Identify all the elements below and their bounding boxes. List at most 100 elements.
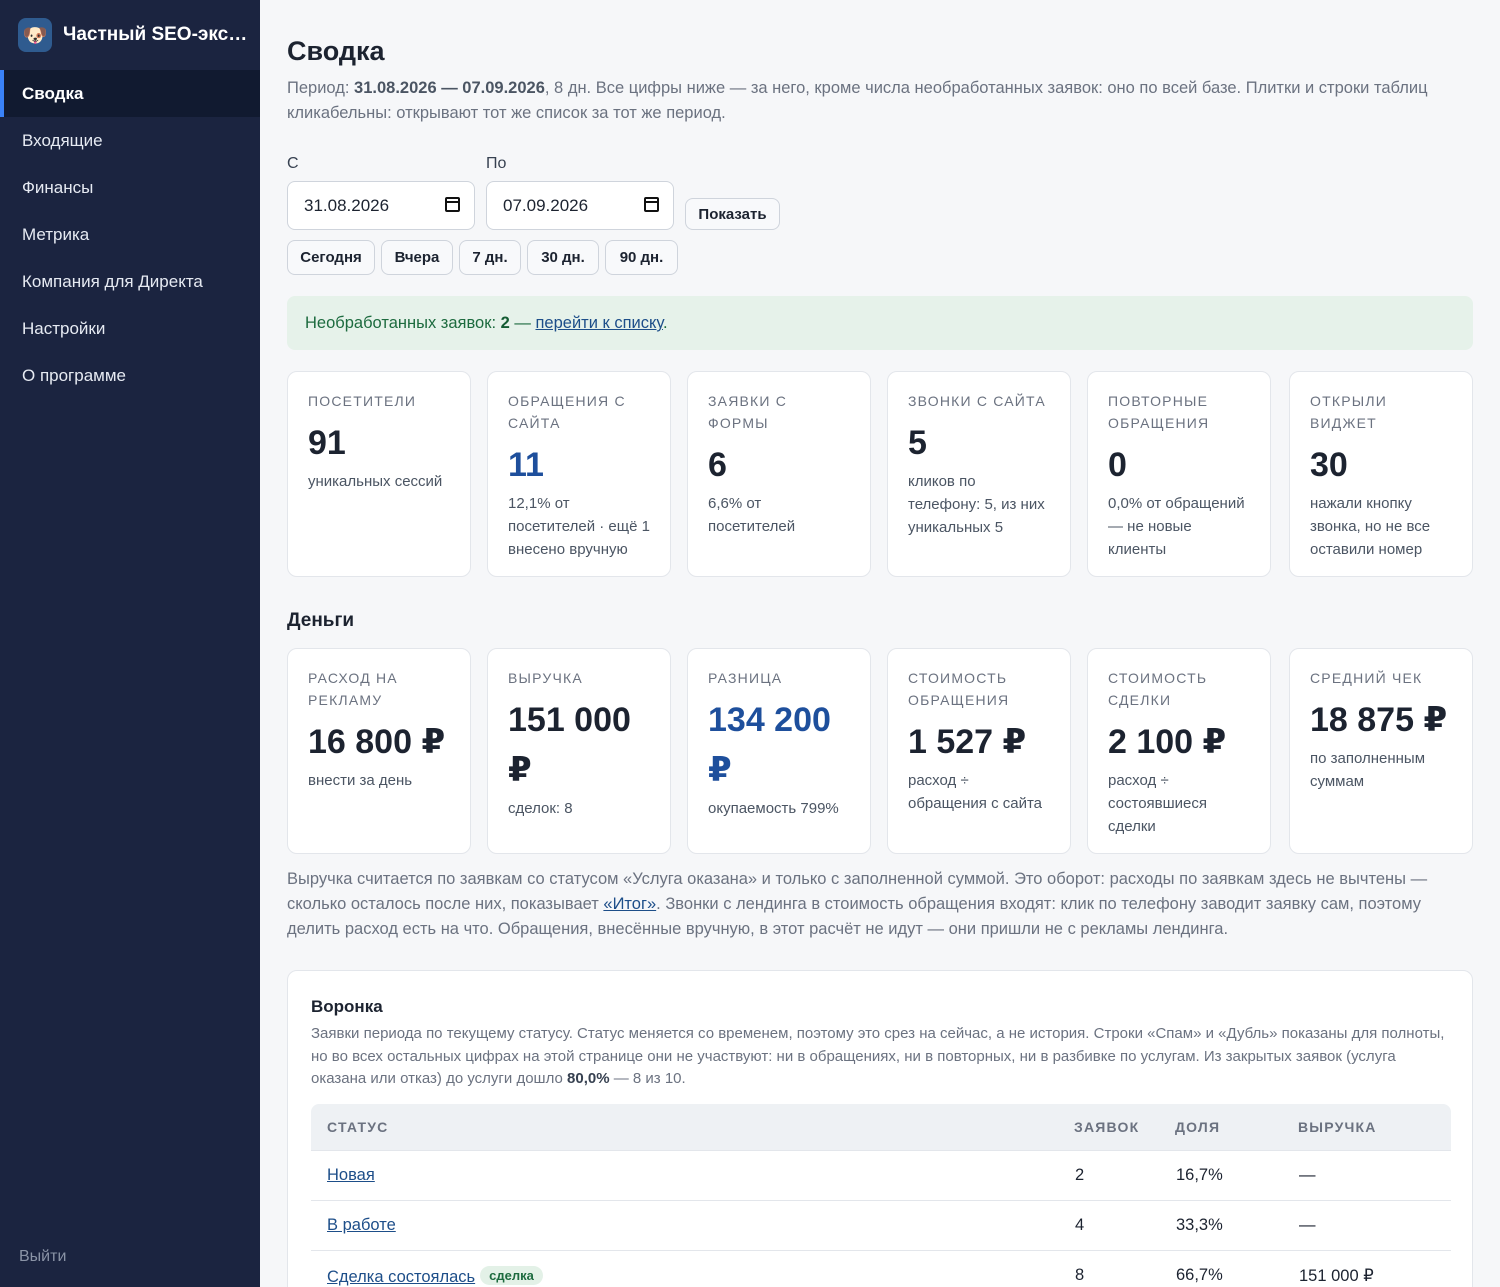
status-cell: Сделка состоялась сделка <box>327 1266 543 1287</box>
status-link[interactable]: В работе <box>327 1216 396 1234</box>
funnel-panel: Воронка Заявки периода по текущему стату… <box>287 970 1473 1287</box>
column-header-revenue: Выручка <box>1298 1119 1377 1135</box>
from-date-input[interactable]: 31.08.2026 <box>287 181 475 230</box>
brand[interactable]: 🐶 Частный SEO-эксп... <box>0 0 260 70</box>
alert-dash: — <box>509 314 536 332</box>
stat-card-widget-opened[interactable]: Открыли виджет 30 нажали кнопку звонка, … <box>1289 371 1473 577</box>
preset-7d-button[interactable]: 7 дн. <box>459 240 521 275</box>
unprocessed-alert: Необработанных заявок: 2 — перейти к спи… <box>287 296 1473 350</box>
calendar-icon[interactable] <box>644 197 659 212</box>
total-link[interactable]: «Итог» <box>603 895 657 913</box>
money-subtitle: расход ÷ обращения с сайта <box>908 772 1043 812</box>
money-subtitle: расход ÷ состоявшиеся сделки <box>1108 772 1208 835</box>
sidebar-item-inbox[interactable]: Входящие <box>22 131 103 150</box>
show-button[interactable]: Показать <box>685 198 780 230</box>
table-row[interactable]: Сделка состоялась сделка 8 66,7% 151 000 … <box>311 1250 1451 1287</box>
count-cell: 8 <box>1075 1266 1085 1284</box>
funnel-desc-bold: 80,0% <box>567 1070 610 1087</box>
share-cell: 33,3% <box>1176 1216 1223 1234</box>
status-cell: В работе <box>327 1216 396 1235</box>
go-to-list-link[interactable]: перейти к списку <box>535 314 663 332</box>
money-card-difference[interactable]: Разница 134 200 ₽ окупаемость 799% <box>687 648 871 854</box>
dog-logo-icon: 🐶 <box>18 18 52 52</box>
stat-card-form-leads[interactable]: Заявки с формы 6 6,6% от посетителей <box>687 371 871 577</box>
money-value: 1 527 ₽ <box>908 723 1027 761</box>
status-link[interactable]: Сделка состоялась <box>327 1268 476 1286</box>
stat-card-repeat-requests[interactable]: Повторные обращения 0 0,0% от обращений … <box>1087 371 1271 577</box>
stat-title: Посетители <box>308 393 417 409</box>
stat-subtitle: уникальных сессий <box>308 473 443 490</box>
stat-subtitle: кликов по телефону: 5, из них уникальных… <box>908 473 1045 536</box>
sidebar-item-metrika[interactable]: Метрика <box>22 225 90 244</box>
money-card-average-check[interactable]: Средний чек 18 875 ₽ по заполненным сумм… <box>1289 648 1473 854</box>
status-cell: Новая <box>327 1166 375 1185</box>
money-card-request-cost[interactable]: Стоимость обращения 1 527 ₽ расход ÷ обр… <box>887 648 1071 854</box>
column-header-status: Статус <box>327 1119 389 1135</box>
status-link[interactable]: Новая <box>327 1166 375 1184</box>
stat-title: Звонки с сайта <box>908 393 1046 409</box>
page-title: Сводка <box>287 36 385 66</box>
funnel-table-header: Статус Заявок Доля Выручка <box>311 1104 1451 1150</box>
stat-card-site-calls[interactable]: Звонки с сайта 5 кликов по телефону: 5, … <box>887 371 1071 577</box>
money-value: 151 000 ₽ <box>508 701 631 789</box>
sidebar-item-direct-campaign[interactable]: Компания для Директа <box>22 272 203 291</box>
funnel-desc-part2: — 8 из 10. <box>609 1070 686 1087</box>
sidebar-item-about[interactable]: О программе <box>22 366 127 385</box>
money-title: Выручка <box>508 670 583 686</box>
money-card-deal-cost[interactable]: Стоимость сделки 2 100 ₽ расход ÷ состоя… <box>1087 648 1271 854</box>
unprocessed-count: 2 <box>500 314 510 332</box>
money-subtitle: сделок: 8 <box>508 800 573 817</box>
period-description: Период: 31.08.2026 — 07.09.2026, 8 дн. В… <box>287 76 1473 126</box>
money-value: 2 100 ₽ <box>1108 723 1227 761</box>
money-value: 18 875 ₽ <box>1310 701 1448 739</box>
money-card-revenue[interactable]: Выручка 151 000 ₽ сделок: 8 <box>487 648 671 854</box>
stat-subtitle: 6,6% от посетителей <box>708 495 796 535</box>
stat-card-site-requests[interactable]: Обращения с сайта 11 12,1% от посетителе… <box>487 371 671 577</box>
column-header-share: Доля <box>1175 1119 1221 1135</box>
stat-subtitle: 12,1% от посетителей · ещё 1 внесено вру… <box>508 495 650 558</box>
money-title: Средний чек <box>1310 670 1423 686</box>
note-part1: Выручка считается по заявкам со статусом… <box>287 870 1428 913</box>
money-title: Расход на рекламу <box>308 670 398 708</box>
from-date-value: 31.08.2026 <box>304 196 390 215</box>
stat-value: 0 <box>1108 446 1127 484</box>
funnel-title: Воронка <box>311 997 383 1016</box>
to-date-input[interactable]: 07.09.2026 <box>486 181 674 230</box>
stat-title: Заявки с формы <box>708 393 788 431</box>
money-title: Стоимость обращения <box>908 670 1010 708</box>
logout-link[interactable]: Выйти <box>19 1248 67 1265</box>
share-cell: 16,7% <box>1176 1166 1223 1184</box>
revenue-note: Выручка считается по заявкам со статусом… <box>287 867 1473 942</box>
revenue-cell: — <box>1299 1216 1316 1234</box>
preset-30d-button[interactable]: 30 дн. <box>527 240 599 275</box>
calendar-icon[interactable] <box>445 197 460 212</box>
table-row[interactable]: В работе 4 33,3% — <box>311 1200 1451 1250</box>
preset-today-button[interactable]: Сегодня <box>287 240 375 275</box>
sidebar-item-summary[interactable]: Сводка <box>0 70 260 117</box>
preset-yesterday-button[interactable]: Вчера <box>381 240 453 275</box>
stat-title: Открыли виджет <box>1310 393 1387 431</box>
stat-value: 6 <box>708 446 727 484</box>
preset-90d-button[interactable]: 90 дн. <box>605 240 678 275</box>
money-subtitle: по заполненным суммам <box>1310 750 1426 790</box>
sidebar-item-finance[interactable]: Финансы <box>22 178 94 197</box>
revenue-cell: 151 000 ₽ <box>1299 1267 1374 1285</box>
money-value: 16 800 ₽ <box>308 723 446 761</box>
count-cell: 2 <box>1075 1166 1085 1184</box>
table-row[interactable]: Новая 2 16,7% — <box>311 1150 1451 1200</box>
money-card-ad-spend[interactable]: Расход на рекламу 16 800 ₽ внести за ден… <box>287 648 471 854</box>
sidebar: 🐶 Частный SEO-эксп... Сводка Входящие Фи… <box>0 0 260 1287</box>
funnel-desc-part1: Заявки периода по текущему статусу. Стат… <box>311 1025 1445 1087</box>
column-header-count: Заявок <box>1074 1119 1140 1135</box>
period-prefix: Период: <box>287 79 355 97</box>
sidebar-item-settings[interactable]: Настройки <box>22 319 106 338</box>
money-value: 134 200 ₽ <box>708 701 831 789</box>
note-part2: . Звонки с лендинга в стоимость обращени… <box>287 895 1422 938</box>
from-label: С <box>287 155 299 172</box>
stat-subtitle: 0,0% от обращений — не новые клиенты <box>1108 495 1245 558</box>
stat-card-visitors[interactable]: Посетители 91 уникальных сессий <box>287 371 471 577</box>
stat-value: 30 <box>1310 446 1348 484</box>
stat-subtitle: нажали кнопку звонка, но не все оставили… <box>1310 495 1431 558</box>
stat-title: Повторные обращения <box>1108 393 1210 431</box>
money-subtitle: внести за день <box>308 772 413 789</box>
